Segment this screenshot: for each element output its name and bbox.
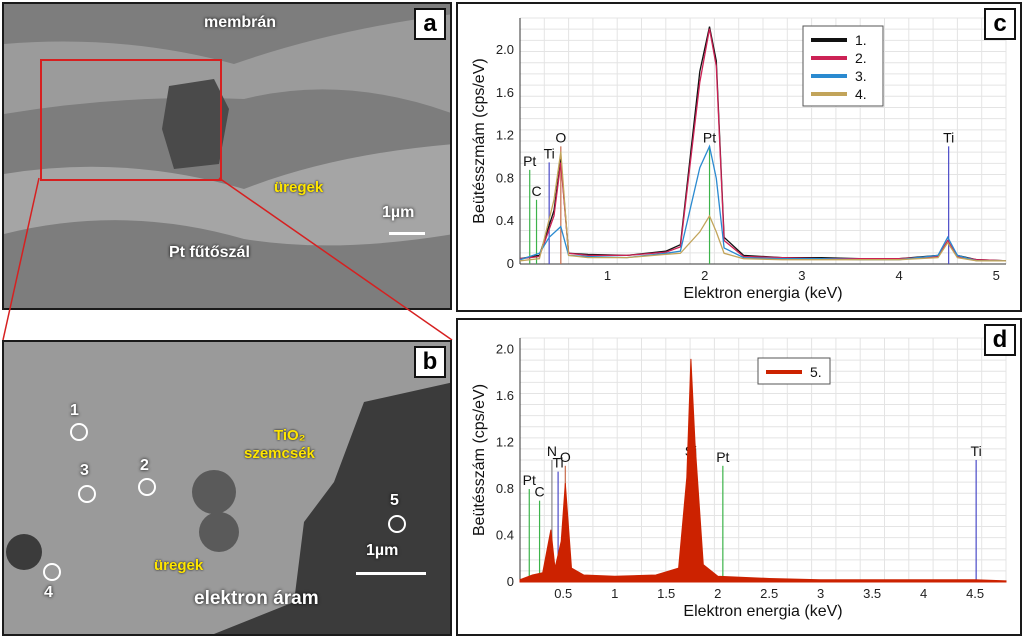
point-label-4: 4 <box>44 584 53 601</box>
label-cavities-a: üregek <box>274 179 324 196</box>
y-tick-label: 0.8 <box>496 170 514 185</box>
x-tick-label: 3 <box>798 268 805 283</box>
label-electron-current: elektron áram <box>194 588 319 609</box>
x-tick-label: 4 <box>920 586 927 601</box>
element-marker-label: O <box>555 129 566 145</box>
element-marker-label: Ti <box>544 145 555 161</box>
panel-b-micrograph <box>4 342 450 634</box>
label-particles: szemcsék <box>244 445 315 462</box>
x-tick-label: 3.5 <box>863 586 881 601</box>
x-tick-label: 1.5 <box>657 586 675 601</box>
point-label-1: 1 <box>70 402 79 419</box>
panel-letter-d: d <box>984 324 1016 356</box>
panel-b-sem-image: 1 2 3 4 5 TiO₂ szemcsék üregek 1µm elekt… <box>2 340 452 636</box>
y-axis-label: Beütésszám (cps/eV) <box>471 384 488 536</box>
legend-label: 2. <box>855 50 867 66</box>
x-tick-label: 2.5 <box>760 586 778 601</box>
panel-d-eds-chart: 0.5 1 1.5 2 2.5 3 3.5 4 4.5 0 0.4 0.8 1.2 1.6 2.0 Elekt… <box>456 318 1022 636</box>
y-tick-label: 1.2 <box>496 128 514 143</box>
label-membrane: membrán <box>204 14 277 31</box>
x-tick-label: 2 <box>701 268 708 283</box>
scale-bar-label-b: 1µm <box>366 542 399 559</box>
x-axis-label: Elektron energia (keV) <box>683 285 842 302</box>
y-tick-label: 2.0 <box>496 42 514 57</box>
element-marker-label: Ti <box>943 129 954 145</box>
y-tick-label: 1.6 <box>496 85 514 100</box>
element-marker-label: O <box>560 449 571 465</box>
x-tick-label: 5 <box>993 268 1000 283</box>
scale-bar-label-a: 1µm <box>382 204 415 221</box>
y-tick-label: 0.4 <box>496 528 514 543</box>
x-tick-label: 4 <box>895 268 902 283</box>
y-tick-label: 0.8 <box>496 481 514 496</box>
series-line-4 <box>519 151 1006 262</box>
element-marker-label: Ti <box>553 455 564 471</box>
y-tick-label: 0.4 <box>496 213 514 228</box>
panel-a-sem-image: membrán üregek Pt fűtőszál 1µm a <box>2 2 452 310</box>
x-tick-label: 2 <box>714 586 721 601</box>
element-marker-label: Ti <box>971 443 982 459</box>
legend-label: 1. <box>855 32 867 48</box>
y-tick-label: 1.6 <box>496 388 514 403</box>
y-tick-label: 2.0 <box>496 342 514 357</box>
spectrum-chart-d: 0.5 1 1.5 2 2.5 3 3.5 4 4.5 0 0.4 0.8 1.2 1.6 2.0 Elekt… <box>471 337 1007 620</box>
legend-label: 4. <box>855 86 867 102</box>
label-filament: Pt fűtőszál <box>169 244 250 261</box>
element-marker-label: Pt <box>716 449 729 465</box>
element-marker-label: Pt <box>523 472 536 488</box>
point-label-3: 3 <box>80 462 89 479</box>
y-tick-label: 1.2 <box>496 435 514 450</box>
element-marker-label: Pt <box>703 129 716 145</box>
x-tick-label: 4.5 <box>966 586 984 601</box>
series-line-3 <box>519 144 1006 262</box>
zoom-region-box <box>40 59 222 181</box>
point-label-5: 5 <box>390 492 399 509</box>
x-tick-label: 1 <box>611 586 618 601</box>
point-label-2: 2 <box>140 457 149 474</box>
x-tick-label: 3 <box>817 586 824 601</box>
panel-letter-a: a <box>414 8 446 40</box>
y-tick-label: 0 <box>507 574 514 589</box>
panel-letter-c: c <box>984 8 1016 40</box>
x-tick-label: 1 <box>604 268 611 283</box>
series-area-5 <box>519 358 1007 583</box>
element-marker-label: C <box>531 183 541 199</box>
scale-bar-b <box>356 572 426 575</box>
element-marker-label: Pt <box>523 153 536 169</box>
label-cavities-b: üregek <box>154 557 204 574</box>
label-tio2: TiO₂ <box>274 427 306 444</box>
panel-a-micrograph <box>4 4 450 308</box>
scale-bar-a <box>389 232 425 235</box>
spectrum-chart-c: 1 2 3 4 5 0 0.4 0.8 1.2 1.6 2.0 Elektron energia (k… <box>471 17 1007 302</box>
x-tick-label: 0.5 <box>554 586 572 601</box>
panel-letter-b: b <box>414 346 446 378</box>
panel-c-eds-chart: 1 2 3 4 5 0 0.4 0.8 1.2 1.6 2.0 Elektron energia (k… <box>456 2 1022 312</box>
element-marker-label: N <box>547 443 557 459</box>
legend-label: 5. <box>810 364 822 380</box>
membrane-strip-upper <box>4 14 450 114</box>
legend-label: 3. <box>855 68 867 84</box>
element-marker-label: C <box>535 484 545 500</box>
membrane-hole <box>162 79 229 169</box>
x-axis-label: Elektron energia (keV) <box>683 603 842 620</box>
y-tick-label: 0 <box>507 256 514 271</box>
y-axis-label: Beütésszmám (cps/eV) <box>471 58 488 223</box>
